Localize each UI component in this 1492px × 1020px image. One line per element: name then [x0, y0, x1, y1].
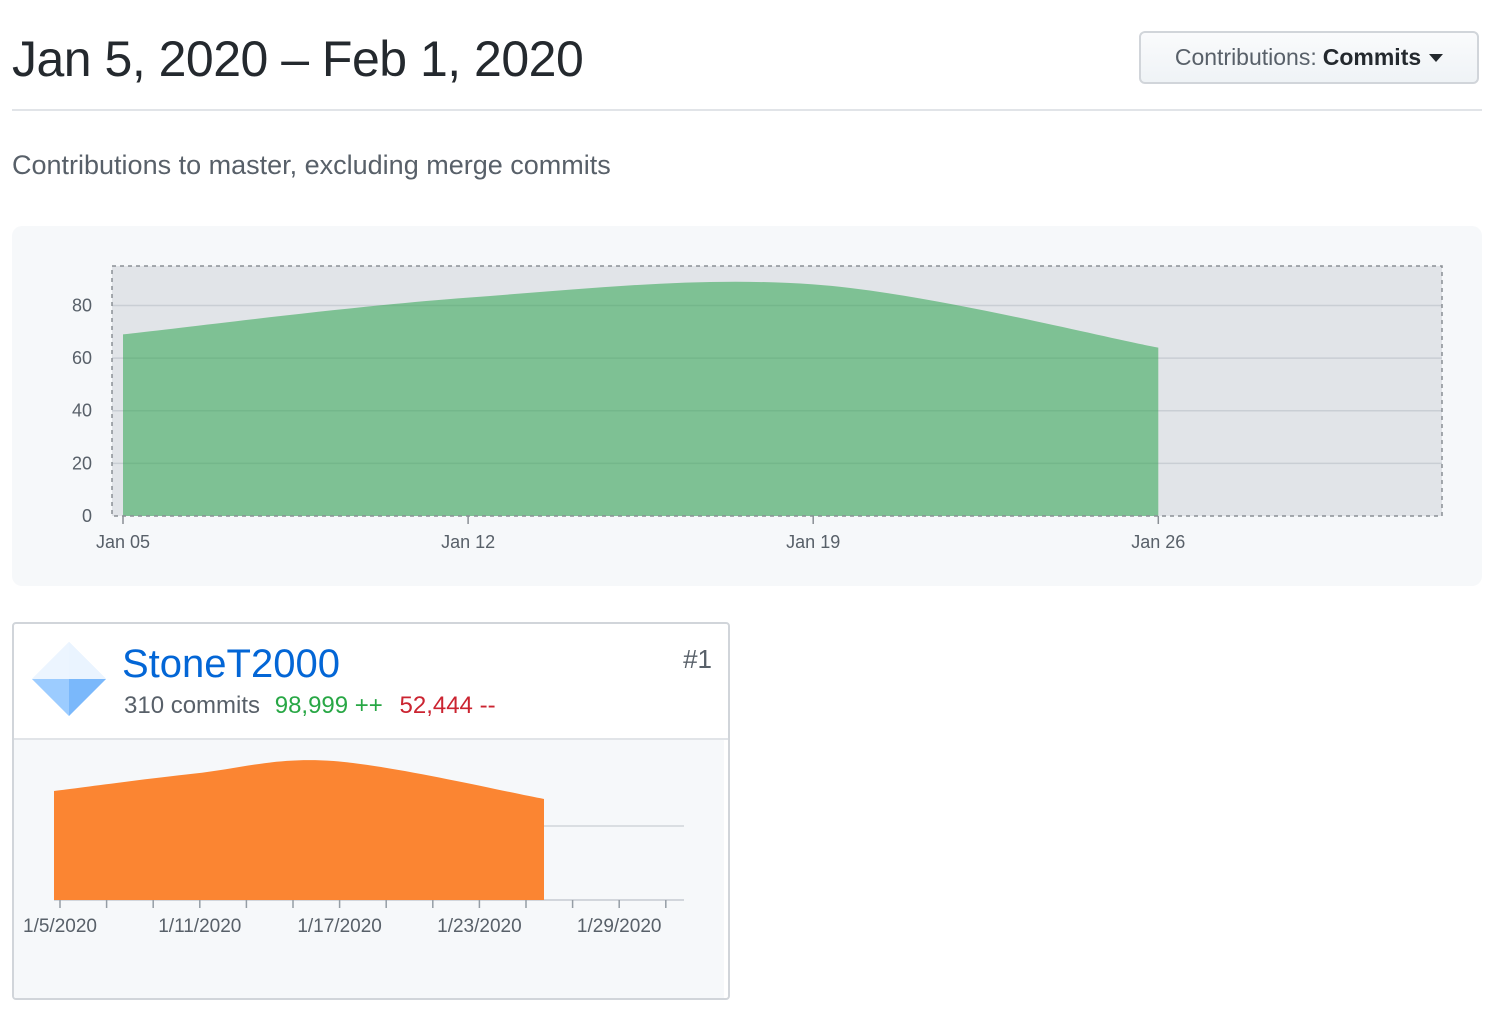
contributor-card-header: StoneT2000 310 commits 98,999 ++ 52,444 …: [14, 624, 728, 740]
area-series-user-commits: [54, 760, 544, 900]
contributor-chart-container: 1/5/2020 1/11/2020 1/17/2020 1/23/2020 1/29/…: [14, 740, 724, 998]
area-series-commits: [123, 281, 1159, 516]
additions-count: 98,999 ++: [274, 692, 383, 719]
identicon-avatar[interactable]: [30, 640, 108, 718]
chart-subtitle: Contributions to master, excluding merge…: [12, 150, 611, 180]
contributor-card: StoneT2000 310 commits 98,999 ++ 52,444 …: [12, 622, 730, 1000]
commit-count: 310 commits: [124, 692, 261, 719]
caret-down-icon: [1429, 53, 1444, 62]
contributions-type-dropdown[interactable]: Contributions: Commits: [1139, 31, 1479, 84]
contributor-area-chart: 1/5/2020 1/11/2020 1/17/2020 1/23/2020 1/29/…: [23, 760, 684, 937]
dropdown-label: Contributions:: [1174, 44, 1317, 70]
y-tick-label: 40: [72, 401, 92, 421]
x-tick-label: 1/5/2020: [23, 916, 97, 937]
y-tick-label: 80: [72, 295, 92, 315]
x-tick-label: 1/11/2020: [158, 916, 241, 937]
x-tick-label: Jan 12: [441, 532, 495, 552]
contributions-chart-container: 0 20 40 60 80 Jan 05 Jan 12 Jan 19 Jan 26: [12, 226, 1482, 586]
contributor-stats: 310 commits 98,999 ++ 52,444 --: [124, 692, 496, 720]
dropdown-selected-value: Commits: [1322, 44, 1422, 70]
deletions-count: 52,444 --: [399, 692, 496, 719]
x-tick-label: 1/29/2020: [577, 916, 662, 937]
contributor-rank: #1: [683, 644, 712, 674]
header-divider: [12, 109, 1482, 111]
y-tick-label: 60: [72, 348, 92, 368]
y-tick-label: 20: [72, 453, 92, 473]
x-tick-label: Jan 26: [1131, 532, 1185, 552]
brush-selection: [111, 265, 1443, 517]
x-tick-label: 1/17/2020: [297, 916, 382, 937]
x-tick-label: Jan 05: [96, 532, 150, 552]
y-tick-label: 0: [82, 506, 92, 526]
contributions-area-chart[interactable]: 0 20 40 60 80 Jan 05 Jan 12 Jan 19 Jan 26: [12, 226, 1482, 586]
x-tick-label: 1/23/2020: [437, 916, 522, 937]
contributor-username-link[interactable]: StoneT2000: [122, 642, 340, 686]
x-tick-label: Jan 19: [786, 532, 840, 552]
page-title: Jan 5, 2020 – Feb 1, 2020: [12, 31, 584, 87]
